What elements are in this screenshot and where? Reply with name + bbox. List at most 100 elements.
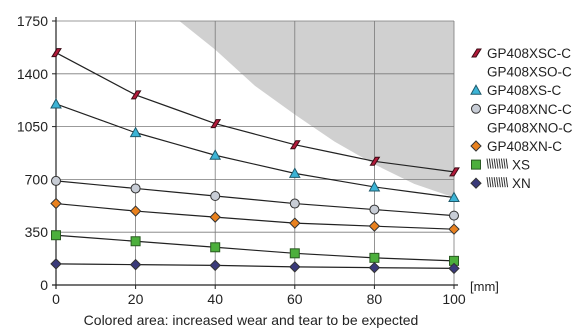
hatch-stroke xyxy=(491,158,494,169)
hatch-stroke xyxy=(505,158,509,169)
x-tick-label: 0 xyxy=(52,291,60,307)
data-point xyxy=(129,205,142,217)
legend-label: GP408XN-C xyxy=(487,139,562,154)
data-point xyxy=(289,261,301,273)
x-axis-label: [mm] xyxy=(470,279,499,294)
data-point xyxy=(129,258,142,271)
hatched-logo xyxy=(486,158,509,169)
legend-label: XN xyxy=(512,176,531,191)
hatch-stroke xyxy=(503,177,506,188)
legend-item: GP408XNC-C xyxy=(471,102,572,117)
hatch-stroke xyxy=(488,177,492,188)
legend-item: GP408XS-C xyxy=(470,83,562,98)
data-point xyxy=(51,175,61,186)
series-xn xyxy=(50,258,460,275)
series-xs xyxy=(51,230,459,266)
legend-item: XN xyxy=(470,176,531,191)
hatch-stroke xyxy=(503,158,506,169)
series-gp408xnc-c xyxy=(51,175,459,221)
data-point xyxy=(289,248,300,259)
data-point xyxy=(50,197,62,210)
data-point xyxy=(368,261,381,274)
legend-marker xyxy=(471,48,482,58)
legend: GP408XSC-C GP408XSO-C GP408XS-C GP408XNC-C G… xyxy=(470,46,573,191)
wear-shaded-region xyxy=(179,21,454,198)
x-tick-label: 60 xyxy=(287,291,303,307)
data-point xyxy=(449,210,459,221)
data-point xyxy=(289,198,300,209)
series-gp408xn-c xyxy=(50,197,460,235)
data-point xyxy=(50,97,62,109)
legend-label: XS xyxy=(512,158,530,173)
data-point xyxy=(448,262,460,275)
data-point xyxy=(209,211,221,223)
hatch-stroke xyxy=(493,158,497,169)
data-point xyxy=(51,48,62,58)
y-tick-label: 700 xyxy=(25,171,49,187)
data-point xyxy=(210,242,221,253)
data-point xyxy=(368,220,381,232)
hatch-stroke xyxy=(486,158,489,169)
data-point xyxy=(130,236,141,247)
legend-item: GP408XSO-C xyxy=(487,65,572,80)
series-line xyxy=(55,180,455,217)
legend-label: GP408XS-C xyxy=(487,83,562,98)
data-point xyxy=(210,119,222,129)
x-tick-label: 80 xyxy=(367,291,383,307)
series-gp408xs-c xyxy=(50,97,460,203)
data-point xyxy=(449,167,460,177)
series-line xyxy=(55,234,455,262)
data-point xyxy=(448,191,460,203)
data-point xyxy=(130,183,141,194)
legend-marker xyxy=(470,84,482,95)
legend-label: GP408XSC-C xyxy=(487,46,571,61)
legend-item: GP408XSC-C xyxy=(471,46,571,61)
data-point xyxy=(209,259,221,272)
legend-item: GP408XN-C xyxy=(470,139,562,154)
legend-marker xyxy=(471,103,481,114)
legend-marker xyxy=(470,177,482,189)
data-point xyxy=(288,167,301,178)
data-point xyxy=(209,149,222,160)
legend-label: GP408XNC-C xyxy=(487,102,572,117)
data-point xyxy=(369,156,381,166)
data-point xyxy=(369,252,380,263)
data-point xyxy=(369,204,380,215)
series-line xyxy=(55,52,455,173)
hatch-stroke xyxy=(500,177,504,188)
hatch-stroke xyxy=(486,177,489,188)
x-tick-label: 100 xyxy=(442,291,466,307)
legend-marker xyxy=(470,140,482,152)
series-line xyxy=(55,263,455,270)
hatch-stroke xyxy=(496,177,499,188)
data-point xyxy=(448,223,460,235)
y-tick-label: 350 xyxy=(25,224,49,240)
hatch-stroke xyxy=(500,158,504,169)
data-point xyxy=(129,126,142,138)
data-point xyxy=(130,90,142,100)
hatched-logo xyxy=(486,177,509,188)
hatch-stroke xyxy=(488,158,492,169)
y-tick-label: 1400 xyxy=(17,66,48,82)
data-point xyxy=(289,140,301,150)
data-point xyxy=(289,217,301,229)
chart-caption: Colored area: increased wear and tear to… xyxy=(84,312,419,328)
hatch-stroke xyxy=(505,177,509,188)
y-tick-label: 0 xyxy=(40,277,48,293)
hatch-stroke xyxy=(498,158,501,169)
y-tick-label: 1050 xyxy=(17,119,48,135)
legend-marker xyxy=(471,159,481,170)
hatch-stroke xyxy=(496,158,499,169)
legend-item: GP408XNO-C xyxy=(487,120,573,135)
hatch-stroke xyxy=(491,177,494,188)
data-point xyxy=(50,258,62,270)
legend-label: GP408XSO-C xyxy=(487,65,572,80)
data-point xyxy=(368,180,381,192)
series-line xyxy=(55,202,455,230)
y-tick-label: 1750 xyxy=(17,13,48,29)
series-gp408xsc-c xyxy=(51,48,460,177)
data-point xyxy=(210,190,221,201)
hatch-stroke xyxy=(498,177,501,188)
